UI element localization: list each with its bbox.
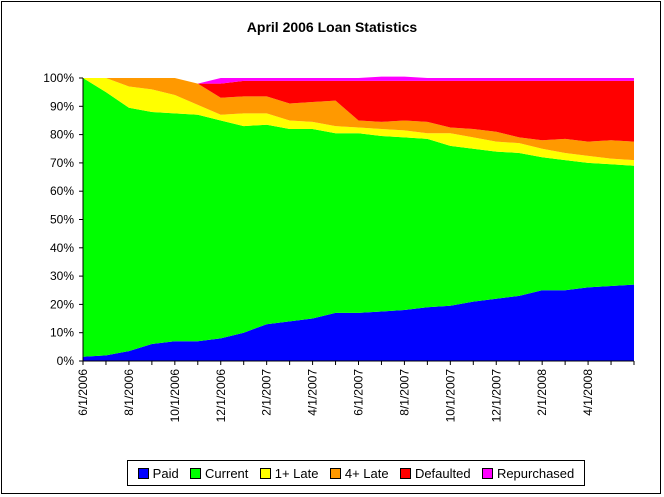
legend-label: Current xyxy=(205,465,249,481)
chart-title: April 2006 Loan Statistics xyxy=(246,19,418,35)
y-tick-label: 30% xyxy=(50,269,74,283)
legend-label: 1+ Late xyxy=(274,465,319,481)
x-tick-label: 2/1/2008 xyxy=(535,369,549,416)
legend-swatch-paid xyxy=(137,467,149,479)
y-tick-label: 0% xyxy=(57,354,75,368)
legend-item-current: Current xyxy=(190,466,248,481)
legend-swatch-1-late xyxy=(259,467,271,479)
area-repurchased xyxy=(83,76,634,84)
legend-swatch-current xyxy=(190,467,202,479)
area-paid xyxy=(83,284,634,361)
x-tick-label: 8/1/2007 xyxy=(397,369,411,416)
x-tick-label: 4/1/2007 xyxy=(306,369,320,416)
x-tick-label: 10/1/2007 xyxy=(443,369,457,423)
x-tick-label: 6/1/2007 xyxy=(352,369,366,416)
x-tick-label: 10/1/2006 xyxy=(168,369,182,423)
area-1-late xyxy=(83,78,634,166)
legend-item-4-late: 4+ Late xyxy=(329,465,389,481)
legend-swatch-defaulted xyxy=(399,467,411,479)
area-4-late xyxy=(83,78,634,161)
legend-label: Repurchased xyxy=(496,465,575,481)
legend-item-defaulted: Defaulted xyxy=(399,465,471,481)
y-tick-labels: 0% 10% 20% 30% 40% 50% 60% 70% 80% 90% 100% xyxy=(43,71,74,368)
legend-label: Defaulted xyxy=(414,465,471,481)
stacked-areas xyxy=(83,76,634,361)
legend-item-paid: Paid xyxy=(137,465,179,481)
y-tick-label: 10% xyxy=(50,326,74,340)
x-tick-label: 12/1/2006 xyxy=(214,369,228,423)
y-tick-label: 60% xyxy=(50,184,74,198)
x-tick-label: 6/1/2006 xyxy=(76,369,90,416)
y-tick-label: 40% xyxy=(50,241,74,255)
area-current xyxy=(83,78,634,357)
y-tick-label: 90% xyxy=(50,99,74,113)
x-tick-labels: 6/1/2006 8/1/2006 10/1/2006 12/1/2006 2/1/20… xyxy=(76,369,595,423)
y-tick-label: 80% xyxy=(50,128,74,142)
legend-swatch-4-late xyxy=(329,467,341,479)
x-tick-label: 2/1/2007 xyxy=(260,369,274,416)
y-tick-label: 70% xyxy=(50,156,74,170)
y-tick-label: 50% xyxy=(50,213,74,227)
y-tick-label: 100% xyxy=(43,71,74,85)
legend-item-1-late: 1+ Late xyxy=(259,465,319,481)
legend: Paid Current 1+ Late 4+ Late Defaulted Repurc… xyxy=(127,460,585,486)
x-tick-label: 4/1/2008 xyxy=(581,369,595,416)
x-tick-label: 8/1/2006 xyxy=(122,369,136,416)
legend-label: 4+ Late xyxy=(344,465,389,481)
y-tick-label: 20% xyxy=(50,297,74,311)
legend-swatch-repurchased xyxy=(481,467,493,479)
x-tick-label: 12/1/2007 xyxy=(489,369,503,423)
axes xyxy=(79,77,635,365)
area-defaulted xyxy=(83,78,634,142)
legend-label: Paid xyxy=(152,465,179,481)
legend-item-repurchased: Repurchased xyxy=(481,465,575,481)
